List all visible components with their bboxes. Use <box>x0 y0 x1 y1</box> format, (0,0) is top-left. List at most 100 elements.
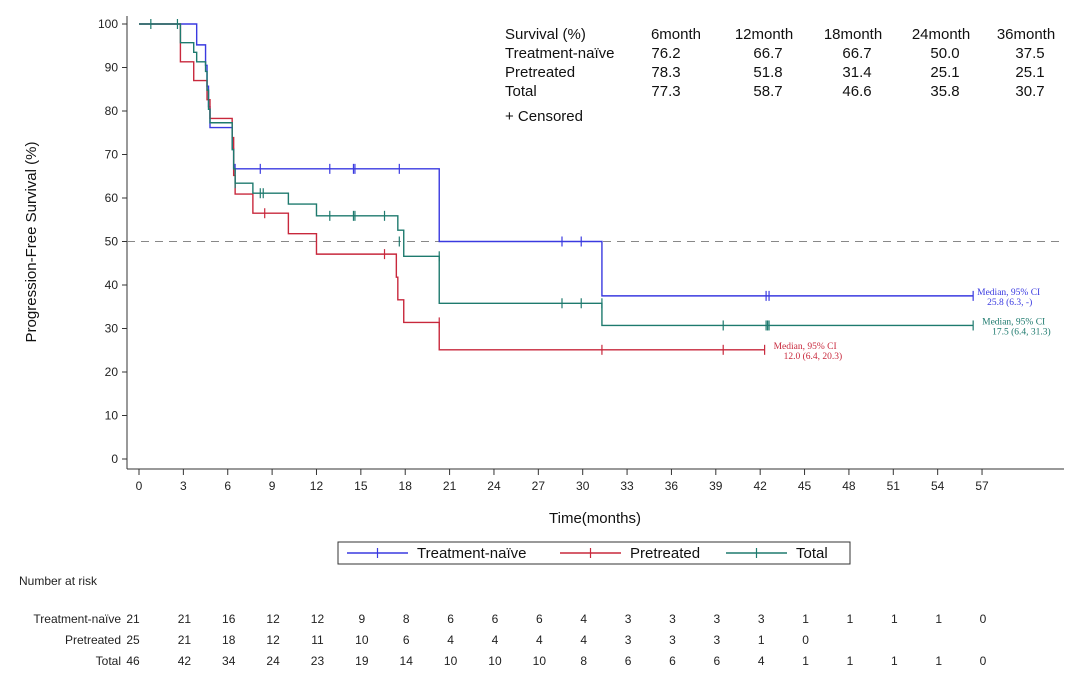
legend-label-pretreated: Pretreated <box>630 545 700 562</box>
survival-table-header: 36month <box>997 26 1055 43</box>
survival-table-header: 6month <box>651 26 701 43</box>
risk-count: 6 <box>447 612 454 626</box>
risk-count: 1 <box>891 654 898 668</box>
x-tick-label: 54 <box>931 479 945 493</box>
risk-count: 25 <box>126 633 140 647</box>
risk-count: 21 <box>178 612 192 626</box>
y-tick-label: 40 <box>105 278 119 292</box>
survival-table-header: 24month <box>912 26 970 43</box>
y-tick-label: 100 <box>98 17 118 31</box>
risk-count: 3 <box>669 612 676 626</box>
y-tick-label: 10 <box>105 409 119 423</box>
risk-count: 6 <box>669 654 676 668</box>
median-label-value: 25.8 (6.3, -) <box>987 297 1032 308</box>
curve-pretreated <box>139 23 765 351</box>
risk-count: 1 <box>802 612 809 626</box>
survival-table-cell: 25.1 <box>1015 64 1044 81</box>
risk-count: 21 <box>178 633 192 647</box>
risk-count: 21 <box>126 612 140 626</box>
y-tick-label: 80 <box>105 104 119 118</box>
x-tick-label: 9 <box>269 479 276 493</box>
risk-count: 11 <box>311 633 324 647</box>
x-tick-label: 42 <box>754 479 768 493</box>
survival-table-cell: 76.2 <box>651 45 680 62</box>
risk-count: 1 <box>935 654 942 668</box>
risk-count: 3 <box>758 612 765 626</box>
survival-table-row-label: Treatment-naïve <box>505 45 615 62</box>
survival-table-cell: 66.7 <box>842 45 871 62</box>
x-tick-label: 48 <box>842 479 856 493</box>
risk-count: 12 <box>311 612 325 626</box>
survival-table-cell: 51.8 <box>753 64 782 81</box>
risk-count: 3 <box>713 612 720 626</box>
risk-count: 4 <box>492 633 499 647</box>
risk-count: 14 <box>400 654 414 668</box>
risk-count: 0 <box>980 612 987 626</box>
x-axis-title: Time(months) <box>549 510 641 527</box>
survival-table-header: 12month <box>735 26 793 43</box>
risk-row-label: Treatment-naïve <box>33 612 121 626</box>
risk-count: 8 <box>403 612 410 626</box>
survival-table-cell: 78.3 <box>651 64 680 81</box>
risk-count: 4 <box>447 633 454 647</box>
x-tick-label: 33 <box>620 479 634 493</box>
x-tick-label: 27 <box>532 479 546 493</box>
y-tick-label: 70 <box>105 148 119 162</box>
risk-count: 12 <box>266 612 280 626</box>
risk-count: 10 <box>444 654 458 668</box>
survival-table-row-label: Pretreated <box>505 64 575 81</box>
survival-table: Survival (%) 6month 12month 18month 24month 3… <box>505 26 1055 125</box>
risk-count: 4 <box>536 633 543 647</box>
risk-count: 1 <box>935 612 942 626</box>
risk-count: 4 <box>580 633 587 647</box>
risk-count: 8 <box>580 654 587 668</box>
risk-count: 24 <box>266 654 280 668</box>
survival-table-cell: 35.8 <box>930 83 959 100</box>
x-tick-label: 21 <box>443 479 457 493</box>
survival-table-cell: 25.1 <box>930 64 959 81</box>
risk-count: 0 <box>802 633 809 647</box>
x-tick-label: 12 <box>310 479 324 493</box>
risk-count: 6 <box>536 612 543 626</box>
risk-count: 3 <box>669 633 676 647</box>
risk-count: 3 <box>713 633 720 647</box>
survival-table-header: Survival (%) <box>505 26 586 43</box>
risk-count: 6 <box>492 612 499 626</box>
risk-count: 9 <box>359 612 366 626</box>
risk-count: 3 <box>625 612 632 626</box>
risk-count: 16 <box>222 612 236 626</box>
risk-count: 10 <box>533 654 547 668</box>
x-tick-label: 6 <box>224 479 231 493</box>
x-tick-label: 45 <box>798 479 812 493</box>
x-tick-label: 39 <box>709 479 723 493</box>
y-tick-label: 20 <box>105 365 119 379</box>
x-tick-label: 51 <box>887 479 901 493</box>
censored-note: + Censored <box>505 108 583 125</box>
survival-table-cell: 58.7 <box>753 83 782 100</box>
x-tick-label: 18 <box>399 479 413 493</box>
median-label-value: 12.0 (6.4, 20.3) <box>784 351 843 362</box>
x-tick-label: 36 <box>665 479 679 493</box>
risk-count: 46 <box>126 654 140 668</box>
risk-count: 4 <box>758 654 765 668</box>
y-tick-label: 30 <box>105 322 119 336</box>
risk-count: 18 <box>222 633 236 647</box>
x-tick-label: 57 <box>975 479 989 493</box>
y-tick-label: 50 <box>105 235 119 249</box>
risk-count: 34 <box>222 654 236 668</box>
risk-count: 0 <box>980 654 987 668</box>
risk-count: 1 <box>758 633 765 647</box>
y-tick-label: 90 <box>105 61 119 75</box>
risk-count: 1 <box>847 612 854 626</box>
survival-table-cell: 66.7 <box>753 45 782 62</box>
risk-count: 12 <box>266 633 280 647</box>
risk-count: 4 <box>580 612 587 626</box>
x-tick-label: 15 <box>354 479 368 493</box>
survival-table-cell: 30.7 <box>1015 83 1044 100</box>
